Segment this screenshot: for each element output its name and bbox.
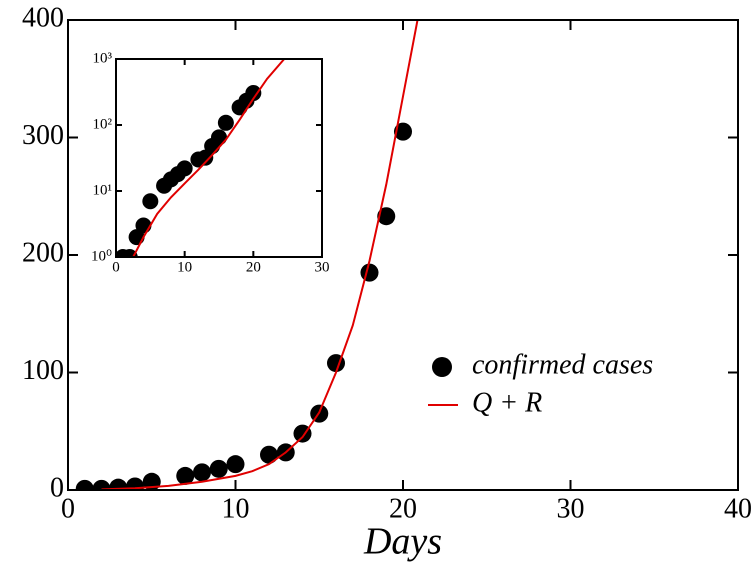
data-point — [360, 263, 379, 282]
y-tick-label: 10¹ — [93, 182, 113, 198]
data-point — [217, 114, 234, 131]
y-tick-label: 300 — [22, 120, 64, 151]
x-tick-label: 40 — [724, 493, 752, 524]
data-point — [176, 466, 195, 485]
data-point — [394, 122, 412, 141]
data-point — [209, 459, 228, 478]
data-point — [92, 479, 111, 490]
y-tick-label: 10⁰ — [91, 248, 112, 264]
data-point — [377, 207, 396, 226]
data-point — [197, 149, 214, 166]
data — [75, 20, 419, 490]
x-tick-label: 0 — [61, 493, 75, 524]
data-point — [226, 455, 245, 474]
data-point — [245, 85, 262, 102]
data — [116, 59, 285, 257]
x-tick-label: 0 — [112, 260, 120, 276]
fit-line — [101, 20, 419, 490]
x-tick-label: 30 — [557, 493, 585, 524]
data-point — [126, 477, 144, 490]
legend-label: Q + R — [472, 387, 542, 418]
y-tick-label: 400 — [22, 2, 64, 33]
data-point — [176, 160, 193, 177]
y-tick-label: 10² — [93, 116, 113, 132]
fit-line — [132, 59, 285, 257]
data-point — [260, 445, 278, 464]
plot-area: 0 10 20 30 10⁰ 10¹ 10² 10³ — [91, 50, 330, 275]
y-tick-label: 200 — [22, 237, 64, 268]
x-tick-label: 10 — [177, 260, 192, 276]
data-point — [193, 463, 211, 482]
y-tick-label: 100 — [22, 355, 64, 386]
x-tick-label: 20 — [389, 493, 417, 524]
y-tick-label: 10³ — [93, 50, 113, 66]
data-point — [142, 472, 161, 490]
x-axis-label: Days — [363, 521, 442, 563]
data-point — [211, 129, 227, 146]
x-tick-label: 30 — [315, 260, 330, 276]
data-point — [135, 217, 152, 234]
data-point — [75, 479, 94, 490]
x-tick-label: 20 — [246, 260, 261, 276]
plot-frame — [115, 58, 323, 258]
legend-marker — [432, 357, 452, 377]
data-point — [142, 193, 159, 210]
y-tick-label: 0 — [50, 472, 64, 503]
data-point — [109, 478, 128, 490]
x-tick-label: 10 — [222, 493, 250, 524]
legend-label: confirmed cases — [472, 349, 653, 380]
